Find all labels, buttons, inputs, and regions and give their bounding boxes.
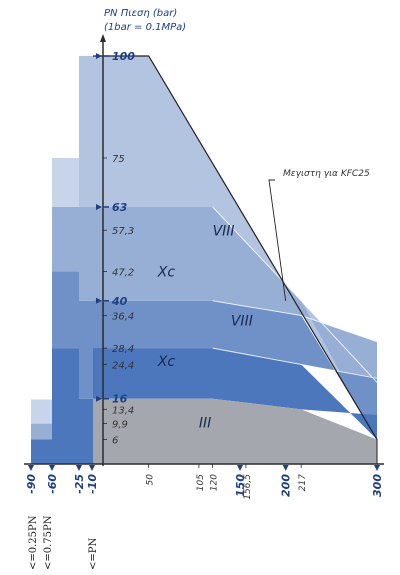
y-tick-arrow-5: [96, 297, 102, 304]
step-block-1-1: [52, 271, 79, 349]
neg-label-075pn: <=0.75PN: [43, 515, 54, 570]
y-tick-label-6: 36,4: [112, 311, 134, 322]
x-tick-arrow-9: [282, 465, 289, 471]
x-tick-label-9: 200: [280, 474, 293, 497]
y-axis-subtitle: (1bar = 0.1MPa): [104, 22, 187, 33]
region-xc-3: [93, 348, 377, 440]
region-label-3: Xc: [157, 354, 176, 370]
y-tick-label-7: 28,4: [112, 344, 134, 355]
region-label-4: III: [199, 415, 211, 431]
x-tick-arrow-0: [28, 465, 34, 471]
region-xc-1: [93, 206, 377, 440]
region-label-1: Xc: [157, 264, 176, 280]
y-tick-arrow-9: [96, 395, 102, 402]
max-envelope-line: [93, 55, 378, 440]
region-boundary-1: [212, 300, 378, 343]
region-label-2: VIII: [231, 313, 253, 329]
y-tick-label-8: 24,4: [112, 360, 134, 371]
step-block-1-3: [52, 158, 79, 207]
neg-label-pn: <=PN: [88, 537, 99, 570]
max-envelope-label: Μεγιστη για KFC25: [283, 169, 370, 179]
neg-label-025pn: <=0.25PN: [28, 515, 39, 570]
x-tick-label-7: 150: [234, 474, 247, 497]
y-tick-label-3: 57,3: [112, 226, 134, 237]
y-tick-label-12: 6: [112, 436, 118, 447]
step-block-0-2: [31, 399, 52, 424]
y-tick-label-4: 47,2: [112, 267, 134, 278]
x-tick-arrow-3: [89, 465, 95, 471]
x-tick-arrow-2: [76, 465, 82, 471]
x-tick-label-3: -10: [86, 474, 99, 494]
y-tick-label-1: 75: [112, 154, 125, 165]
step-block-0-0: [31, 439, 52, 464]
x-tick-label-10: 217: [298, 474, 308, 491]
y-tick-label-2: 63: [112, 201, 128, 214]
x-tick-label-5: 105: [196, 474, 206, 491]
x-tick-label-11: 300: [371, 474, 384, 497]
y-tick-label-9: 16: [112, 393, 128, 406]
y-tick-label-0: 100: [112, 50, 135, 63]
y-tick-label-10: 13,4: [112, 405, 134, 416]
region-label-0: VIII: [213, 224, 235, 240]
x-tick-label-0: -90: [25, 474, 38, 494]
x-tick-arrow-7: [237, 465, 243, 471]
step-block-0-1: [31, 423, 52, 440]
axes: [24, 34, 384, 471]
x-tick-label-4: 50: [146, 474, 156, 486]
left-step-layer: [31, 56, 103, 464]
region-boundary-2: [212, 347, 378, 379]
y-tick-label-11: 9,9: [112, 420, 128, 431]
y-tick-arrow-0: [96, 53, 102, 59]
x-tick-arrow-11: [374, 465, 380, 471]
x-tick-arrow-1: [49, 465, 55, 471]
step-block-1-2: [52, 206, 79, 272]
y-axis-arrow: [100, 34, 106, 42]
y-tick-arrow-2: [96, 203, 102, 210]
region-iii-4: [93, 398, 377, 464]
y-tick-label-5: 40: [111, 295, 128, 308]
y-axis-title: PN Πιεση (bar): [104, 8, 178, 19]
x-tick-label-6: 120: [210, 474, 220, 491]
region-viii-0: [93, 56, 377, 440]
x-tick-label-8: 156,5: [243, 474, 253, 500]
rating-regions: [93, 55, 378, 464]
region-boundary-0: [212, 206, 378, 383]
region-viii-2: [93, 300, 377, 440]
step-block-1-0: [52, 348, 79, 464]
max-label-leader: [268, 179, 287, 301]
x-tick-label-1: -60: [46, 474, 59, 494]
x-tick-label-2: -25: [73, 474, 86, 494]
